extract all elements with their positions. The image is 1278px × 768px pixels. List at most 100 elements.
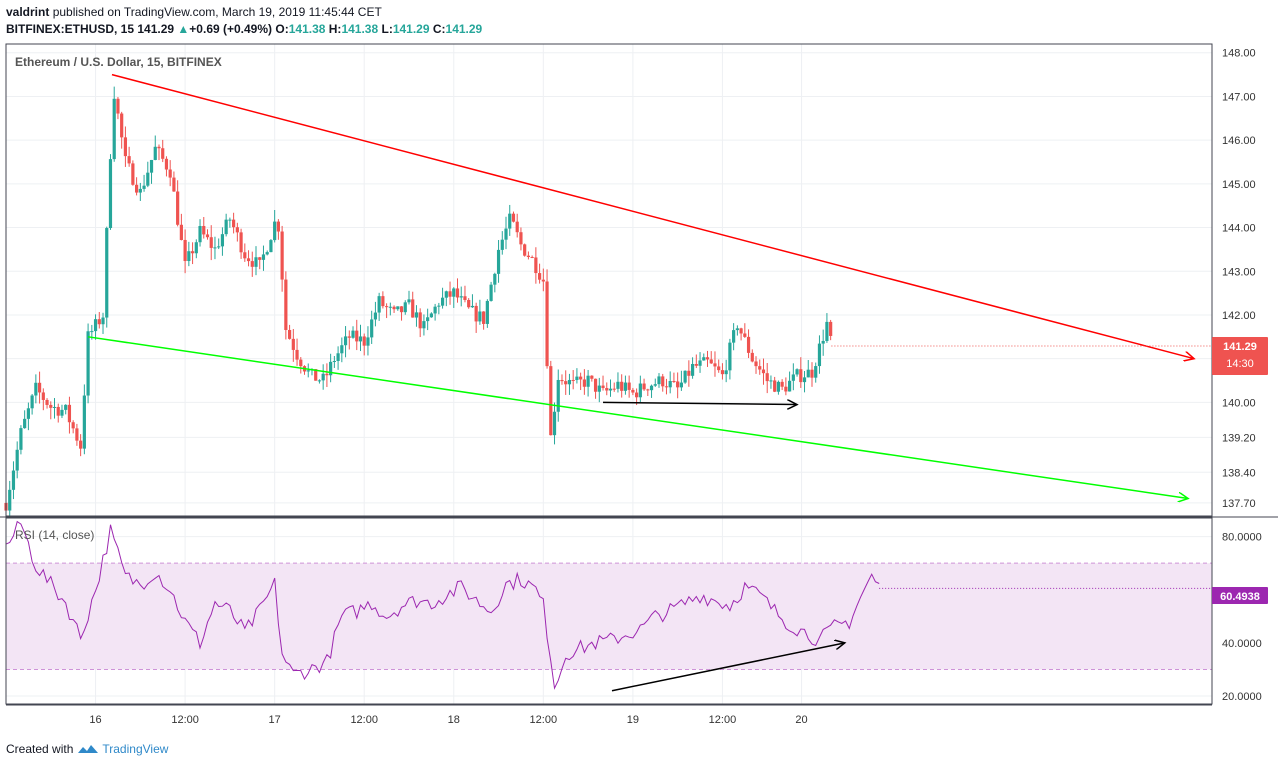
candle: [269, 239, 273, 253]
last-price: 141.29: [137, 22, 175, 36]
rsi-panel-frame: [5, 517, 1213, 705]
candle: [213, 236, 217, 260]
candle: [821, 329, 825, 356]
bar-countdown: 14:30: [1226, 358, 1254, 370]
candle: [45, 398, 49, 409]
candle: [358, 324, 363, 352]
candle: [205, 229, 210, 240]
candle: [392, 305, 396, 313]
candle: [452, 287, 456, 308]
candle: [232, 212, 236, 234]
candle: [60, 404, 64, 419]
candle: [825, 313, 829, 343]
author-name[interactable]: valdrint: [6, 5, 50, 19]
low-value: 141.29: [392, 22, 430, 36]
candle: [690, 357, 695, 379]
candle: [422, 314, 426, 336]
candle: [23, 410, 27, 429]
candle: [49, 401, 53, 420]
candle: [370, 310, 374, 344]
candle: [523, 243, 527, 257]
candle: [82, 384, 86, 455]
candle: [179, 213, 183, 241]
candle: [209, 225, 213, 261]
rsi-divergence-arrow[interactable]: [611, 643, 845, 692]
candle: [810, 362, 814, 387]
candle: [399, 306, 404, 321]
candle: [754, 356, 758, 374]
candle: [426, 308, 430, 331]
high-value: 141.38: [341, 22, 379, 36]
candle: [8, 480, 12, 518]
candles: [4, 86, 833, 518]
candle: [52, 398, 57, 419]
candle: [649, 384, 654, 398]
rsi-tick-label: 20.0000: [1222, 691, 1262, 703]
candle: [142, 174, 146, 192]
price-axis[interactable]: 148.00 147.00 146.00 145.00 144.00 143.00 142.…: [1222, 48, 1256, 510]
candle: [433, 303, 437, 321]
candle: [687, 360, 691, 387]
candle: [601, 375, 605, 391]
candle: [265, 250, 269, 256]
candle: [161, 139, 165, 163]
candle: [560, 374, 564, 385]
candle: [504, 216, 508, 250]
tradingview-brand-link[interactable]: TradingView: [102, 742, 169, 756]
candle: [788, 371, 792, 392]
candle: [515, 213, 519, 238]
candle: [295, 338, 299, 366]
price-tick-label: 147.00: [1222, 91, 1256, 103]
candle: [545, 269, 549, 369]
candle: [306, 363, 310, 378]
close-value: 141.29: [445, 22, 483, 36]
price-tick-label: 145.00: [1222, 179, 1256, 191]
candle: [37, 371, 42, 404]
candle: [418, 308, 422, 338]
candle: [93, 314, 98, 340]
candle: [564, 370, 568, 395]
time-tick-label: 20: [795, 714, 807, 726]
rsi-axis[interactable]: 80.0000 40.0000 20.0000: [1222, 532, 1262, 703]
price-panel-title: Ethereum / U.S. Dollar, 15, BITFINEX: [15, 55, 222, 69]
time-axis[interactable]: 16 12:00 17 12:00 18 12:00 19 12:00 20: [6, 704, 1212, 726]
created-with-text: Created with: [6, 742, 74, 756]
candle: [571, 370, 575, 390]
candle: [616, 372, 620, 393]
candle: [448, 281, 452, 305]
candle: [467, 298, 471, 309]
candle: [709, 351, 713, 364]
candle: [235, 222, 239, 242]
candle: [120, 111, 124, 149]
open-value: 141.38: [288, 22, 326, 36]
resistance-trendline[interactable]: [111, 73, 1194, 359]
trendlines: [87, 73, 1212, 692]
candle: [172, 171, 176, 192]
candle: [631, 387, 635, 396]
candle: [347, 330, 351, 350]
candle: [829, 319, 833, 341]
support-trendline[interactable]: [87, 336, 1188, 499]
candle: [776, 380, 781, 395]
candle: [661, 373, 665, 392]
time-tick-label: 12:00: [171, 714, 199, 726]
candle: [157, 144, 161, 161]
candle: [780, 379, 784, 391]
price-tick-label: 139.20: [1222, 432, 1256, 444]
candle: [287, 324, 292, 340]
flat-support-arrow[interactable]: [603, 402, 797, 404]
time-tick-label: 18: [448, 714, 460, 726]
candle: [105, 226, 109, 328]
candle: [664, 378, 669, 395]
candle: [149, 159, 154, 184]
price-tick-label: 144.00: [1222, 223, 1256, 235]
rsi-tick-label: 80.0000: [1222, 532, 1262, 544]
candle: [351, 326, 355, 339]
time-tick-label: 12:00: [350, 714, 378, 726]
rsi-line: [5, 520, 880, 690]
candle: [623, 375, 628, 395]
candle: [79, 434, 83, 457]
candle: [567, 373, 572, 395]
candle: [325, 363, 329, 388]
